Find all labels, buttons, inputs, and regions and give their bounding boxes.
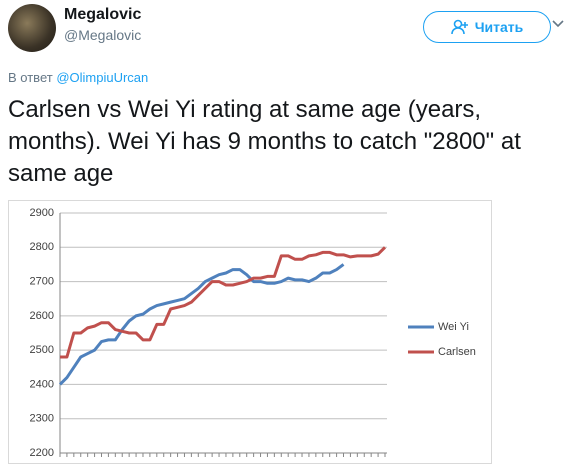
follow-button[interactable]: Читать: [423, 11, 551, 43]
y-tick-label: 2300: [30, 413, 54, 425]
reply-prefix: В ответ: [8, 70, 53, 85]
chart-frame: [8, 200, 492, 464]
y-tick-label: 2400: [30, 378, 54, 390]
user-handle[interactable]: @Megalovic: [64, 27, 142, 43]
y-tick-label: 2900: [30, 207, 54, 219]
tweet-text: Carlsen vs Wei Yi rating at same age (ye…: [8, 96, 521, 187]
chart[interactable]: 2200 2300 2400 2500 2600 2700 2800 2900 Wei Yi Ca…: [8, 200, 492, 464]
series-line: [60, 246, 387, 359]
series-line: [58, 263, 345, 386]
y-tick-label: 2600: [30, 310, 54, 322]
avatar[interactable]: [8, 4, 56, 52]
follow-label: Читать: [474, 19, 524, 35]
follow-icon: [450, 19, 468, 35]
more-menu[interactable]: [552, 20, 564, 28]
legend-label: Carlsen: [438, 346, 476, 358]
y-tick-label: 2500: [30, 344, 54, 356]
user-name[interactable]: Megalovic: [64, 6, 142, 23]
legend-label: Wei Yi: [438, 321, 469, 333]
y-tick-label: 2700: [30, 275, 54, 287]
reply-mention[interactable]: @OlimpiuUrcan: [56, 70, 149, 85]
y-tick-label: 2200: [30, 447, 54, 459]
reply-context: В ответ @OlimpiuUrcan: [8, 70, 148, 85]
y-tick-label: 2800: [30, 241, 54, 253]
